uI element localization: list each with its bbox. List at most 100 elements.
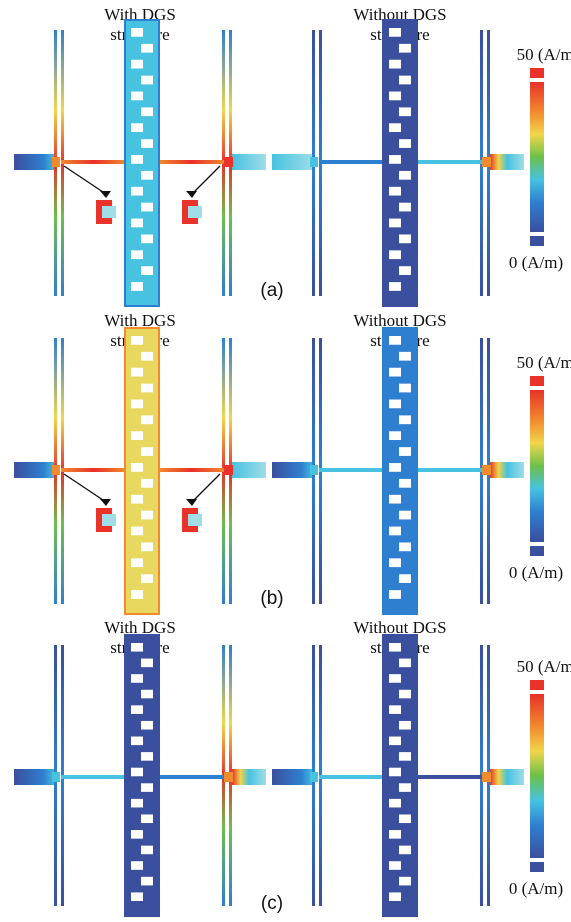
- dgs-slot: [141, 845, 153, 855]
- dgs-slot: [399, 574, 411, 583]
- feed-line-right: [417, 775, 483, 779]
- dgs-slot: [131, 250, 143, 260]
- output-port: [232, 462, 266, 478]
- dgs-slot: [399, 783, 411, 792]
- dgs-slot: [399, 383, 411, 393]
- dgs-slot: [389, 705, 401, 714]
- dgs-slot: [141, 415, 153, 425]
- dgs-slot: [141, 75, 153, 85]
- dgs-slot: [389, 28, 401, 37]
- output-port: [232, 154, 266, 170]
- arrow-line: [63, 165, 107, 195]
- dgs-slot: [131, 186, 143, 196]
- feed-line-left: [319, 160, 384, 164]
- dgs-slot: [131, 861, 143, 870]
- dgs-slot: [399, 75, 411, 85]
- dgs-slot: [399, 876, 411, 886]
- dgs-slot: [389, 91, 401, 101]
- output-port: [490, 462, 524, 478]
- feed-line-left: [61, 468, 126, 472]
- dgs-slot: [131, 892, 143, 901]
- arrow-line: [191, 165, 221, 195]
- dgs-slot: [141, 574, 153, 583]
- dgs-slot: [141, 351, 153, 361]
- scale-max-label: 50 (A/m): [517, 45, 571, 64]
- dgs-slot: [399, 107, 411, 117]
- inset-block-core: [188, 206, 202, 218]
- dgs-slot: [131, 767, 143, 777]
- dgs-slot: [389, 830, 401, 839]
- dgs-slot: [131, 463, 143, 472]
- dgs-slot: [399, 139, 411, 148]
- feed-line-right: [417, 468, 483, 472]
- dgs-slot: [399, 202, 411, 212]
- dgs-slot: [131, 558, 143, 568]
- dgs-slot: [141, 689, 153, 699]
- dgs-slot: [131, 367, 143, 377]
- right-title-line1: Without DGS: [353, 311, 446, 330]
- dgs-slot: [389, 250, 401, 260]
- dgs-slot: [399, 510, 411, 520]
- dgs-slot: [141, 139, 153, 148]
- scale-cap-top: [530, 680, 544, 690]
- color-scale-bar: [530, 390, 544, 542]
- dgs-slot: [141, 542, 153, 552]
- panel-row-c: With DGSstructureWithout DGSstructure50 …: [14, 618, 571, 917]
- arrowhead: [100, 191, 111, 198]
- dgs-slot: [131, 282, 143, 291]
- junction-right: [224, 772, 233, 782]
- dgs-slot: [131, 830, 143, 839]
- junction-right: [482, 465, 491, 475]
- feed-line-left: [319, 775, 384, 779]
- scale-cap-bottom: [530, 236, 544, 246]
- dgs-slot: [389, 590, 401, 599]
- arrowhead: [186, 191, 197, 198]
- dgs-slot: [389, 643, 401, 652]
- dgs-slot: [399, 351, 411, 361]
- dgs-slot: [131, 590, 143, 599]
- dgs-slot: [389, 282, 401, 291]
- scale-max-label: 50 (A/m): [517, 353, 571, 372]
- dgs-slot: [389, 123, 401, 133]
- dgs-slot: [399, 447, 411, 456]
- dgs-slot: [141, 720, 153, 730]
- dgs-slot: [141, 814, 153, 824]
- dgs-slot: [399, 234, 411, 244]
- panel-row-b: With DGSstructureWithout DGSstructure50 …: [14, 311, 571, 615]
- junction-right: [224, 465, 233, 475]
- scale-cap-top: [530, 376, 544, 386]
- dgs-slot: [141, 783, 153, 792]
- dgs-slot: [141, 170, 153, 180]
- arrowhead: [100, 499, 111, 506]
- left-title-line1: With DGS: [104, 311, 176, 330]
- dgs-slot: [131, 218, 143, 228]
- input-port: [272, 154, 314, 170]
- dgs-slot: [131, 399, 143, 409]
- panel-label: (b): [260, 588, 283, 609]
- dgs-slot: [141, 658, 153, 668]
- junction-left: [310, 157, 318, 167]
- dgs-slot: [389, 399, 401, 409]
- dgs-slot: [131, 798, 143, 808]
- feed-line-left: [61, 160, 126, 164]
- dgs-slot: [131, 705, 143, 714]
- dgs-slot: [131, 28, 143, 37]
- dgs-slot: [131, 336, 143, 345]
- dgs-slot: [399, 266, 411, 275]
- junction-left: [52, 465, 60, 475]
- dgs-slot: [389, 59, 401, 69]
- input-port: [14, 769, 56, 785]
- input-port: [272, 769, 314, 785]
- dgs-slot: [399, 720, 411, 730]
- feed-line-right: [159, 160, 225, 164]
- left-title-line1: With DGS: [104, 618, 176, 637]
- inset-block-core: [102, 206, 116, 218]
- dgs-slot: [141, 234, 153, 244]
- dgs-slot: [389, 736, 401, 746]
- dgs-slot: [389, 892, 401, 901]
- input-port: [272, 462, 314, 478]
- dgs-slot: [141, 752, 153, 761]
- dgs-slot: [131, 431, 143, 441]
- dgs-slot: [399, 415, 411, 425]
